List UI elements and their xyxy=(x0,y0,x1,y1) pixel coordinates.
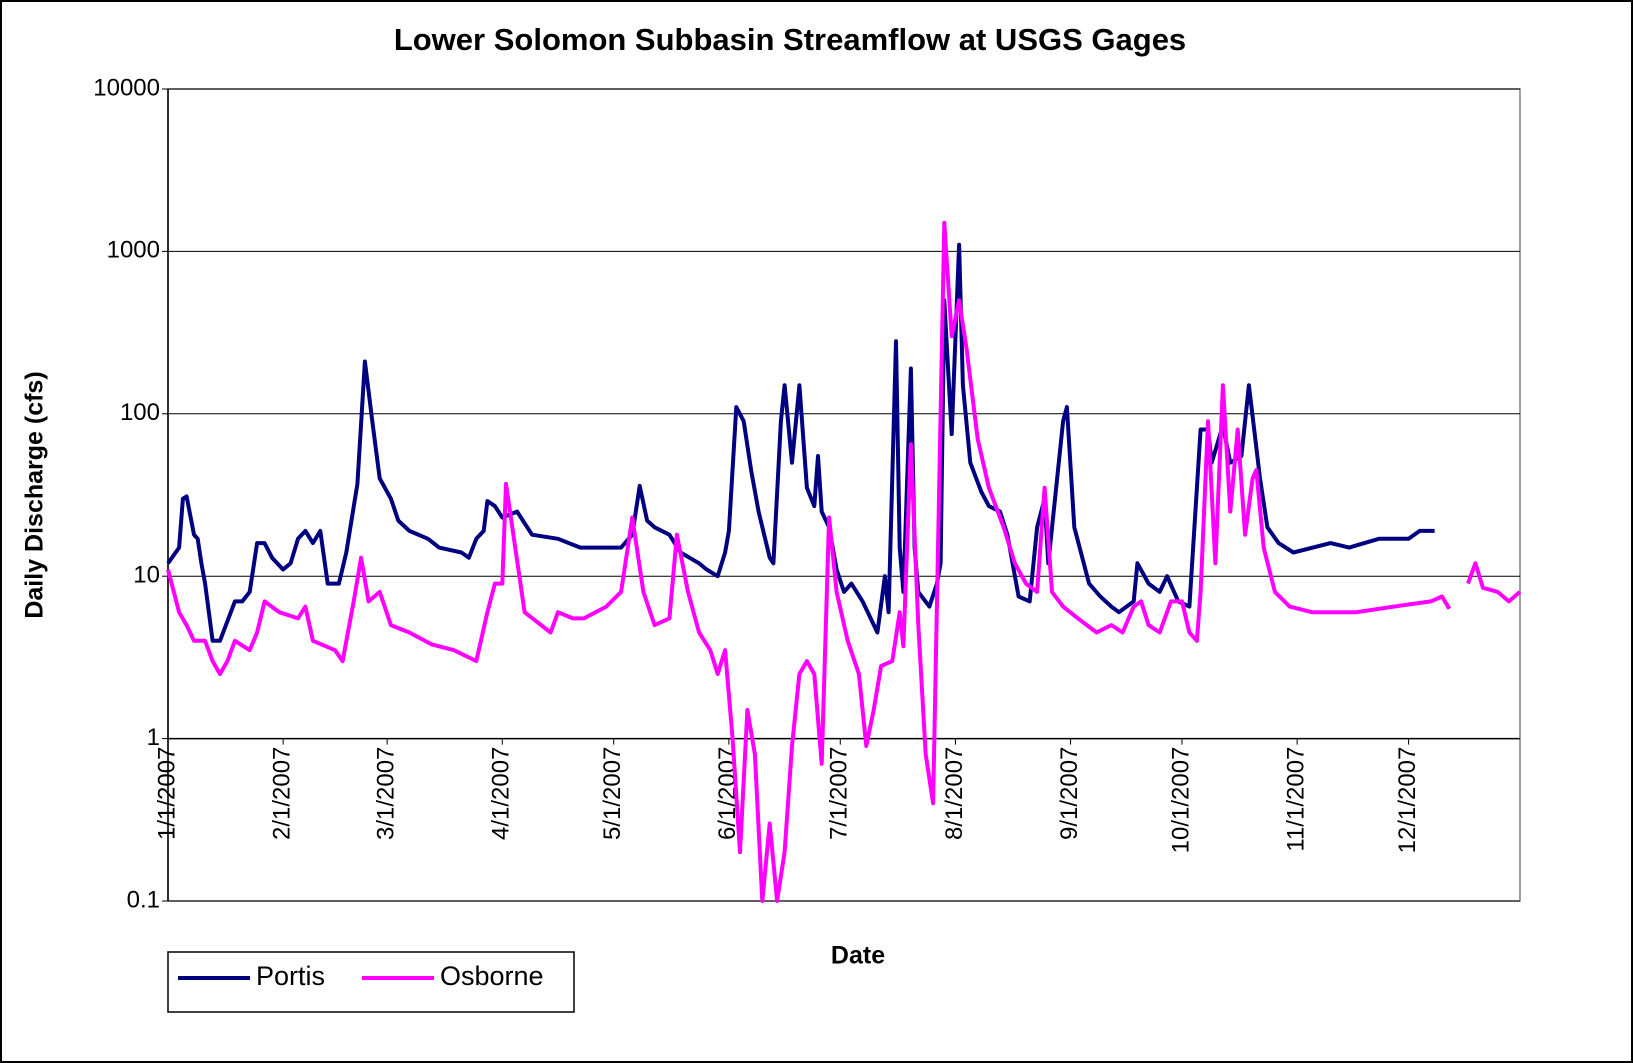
x-tick-label: 7/1/2007 xyxy=(826,747,853,840)
x-tick-label: 1/1/2007 xyxy=(153,747,180,840)
y-tick-label: 10 xyxy=(133,562,160,589)
chart-title: Lower Solomon Subbasin Streamflow at USG… xyxy=(394,22,1186,57)
y-tick-label: 100 xyxy=(120,399,160,426)
y-tick-label: 0.1 xyxy=(127,886,160,913)
x-tick-label: 5/1/2007 xyxy=(599,747,626,840)
y-axis-title: Daily Discharge (cfs) xyxy=(21,371,49,618)
x-axis-title: Date xyxy=(831,942,885,970)
x-tick-label: 11/1/2007 xyxy=(1282,747,1309,852)
x-tick-label: 12/1/2007 xyxy=(1394,747,1421,854)
series-line xyxy=(166,220,1522,903)
x-tick-label: 4/1/2007 xyxy=(488,747,515,840)
x-tick-label: 9/1/2007 xyxy=(1056,747,1083,840)
series-line xyxy=(166,242,1435,643)
y-tick-label: 10000 xyxy=(93,74,160,101)
y-tick-label: 1000 xyxy=(107,237,160,264)
x-tick-label: 2/1/2007 xyxy=(268,747,295,840)
legend-label: Portis xyxy=(256,961,325,991)
x-tick-label: 10/1/2007 xyxy=(1167,747,1194,854)
legend-box xyxy=(167,951,575,1013)
legend-label: Osborne xyxy=(440,961,544,991)
x-tick-label: 8/1/2007 xyxy=(941,747,968,840)
y-tick-label: 1 xyxy=(147,724,160,751)
x-tick-label: 3/1/2007 xyxy=(372,747,399,840)
